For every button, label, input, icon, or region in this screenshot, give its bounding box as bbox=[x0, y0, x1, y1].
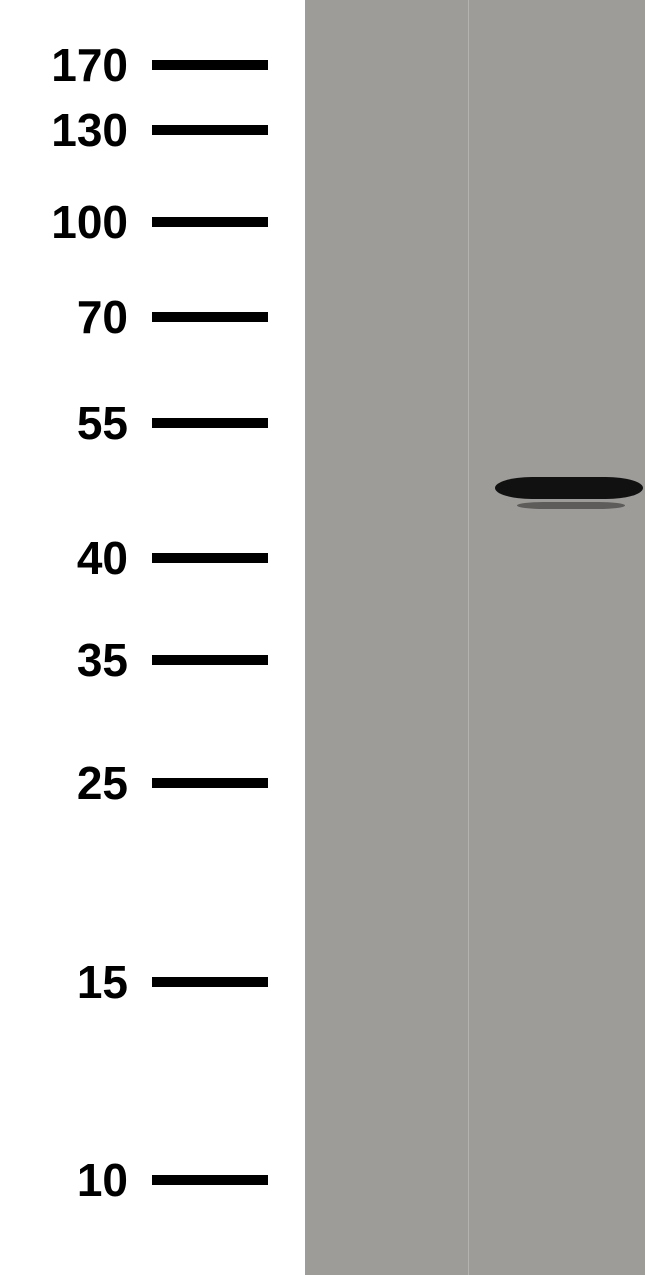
ladder-marker-tick bbox=[152, 418, 268, 428]
ladder-marker: 10 bbox=[0, 1155, 268, 1205]
blot-membrane bbox=[305, 0, 645, 1275]
ladder-marker-label: 40 bbox=[0, 531, 128, 585]
protein-band bbox=[495, 477, 643, 499]
ladder-marker: 70 bbox=[0, 292, 268, 342]
ladder-marker-label: 70 bbox=[0, 290, 128, 344]
ladder-marker-tick bbox=[152, 553, 268, 563]
protein-band bbox=[517, 502, 625, 509]
ladder-marker-label: 25 bbox=[0, 756, 128, 810]
molecular-weight-ladder: 170 130 100 70 55 40 35 25 15 10 bbox=[0, 0, 300, 1275]
ladder-marker-tick bbox=[152, 655, 268, 665]
ladder-marker-label: 170 bbox=[0, 38, 128, 92]
ladder-marker-tick bbox=[152, 977, 268, 987]
ladder-marker: 130 bbox=[0, 105, 268, 155]
ladder-marker: 25 bbox=[0, 758, 268, 808]
western-blot-figure: 170 130 100 70 55 40 35 25 15 10 bbox=[0, 0, 650, 1275]
ladder-marker-label: 130 bbox=[0, 103, 128, 157]
ladder-marker-tick bbox=[152, 125, 268, 135]
ladder-marker-label: 100 bbox=[0, 195, 128, 249]
lane-divider bbox=[468, 0, 469, 1275]
ladder-marker-tick bbox=[152, 312, 268, 322]
ladder-marker-tick bbox=[152, 1175, 268, 1185]
ladder-marker-tick bbox=[152, 60, 268, 70]
ladder-marker-label: 35 bbox=[0, 633, 128, 687]
ladder-marker: 170 bbox=[0, 40, 268, 90]
ladder-marker: 35 bbox=[0, 635, 268, 685]
ladder-marker: 55 bbox=[0, 398, 268, 448]
ladder-marker-label: 55 bbox=[0, 396, 128, 450]
ladder-marker-tick bbox=[152, 217, 268, 227]
ladder-marker: 40 bbox=[0, 533, 268, 583]
ladder-marker-label: 10 bbox=[0, 1153, 128, 1207]
ladder-marker-label: 15 bbox=[0, 955, 128, 1009]
ladder-marker-tick bbox=[152, 778, 268, 788]
ladder-marker: 100 bbox=[0, 197, 268, 247]
ladder-marker: 15 bbox=[0, 957, 268, 1007]
